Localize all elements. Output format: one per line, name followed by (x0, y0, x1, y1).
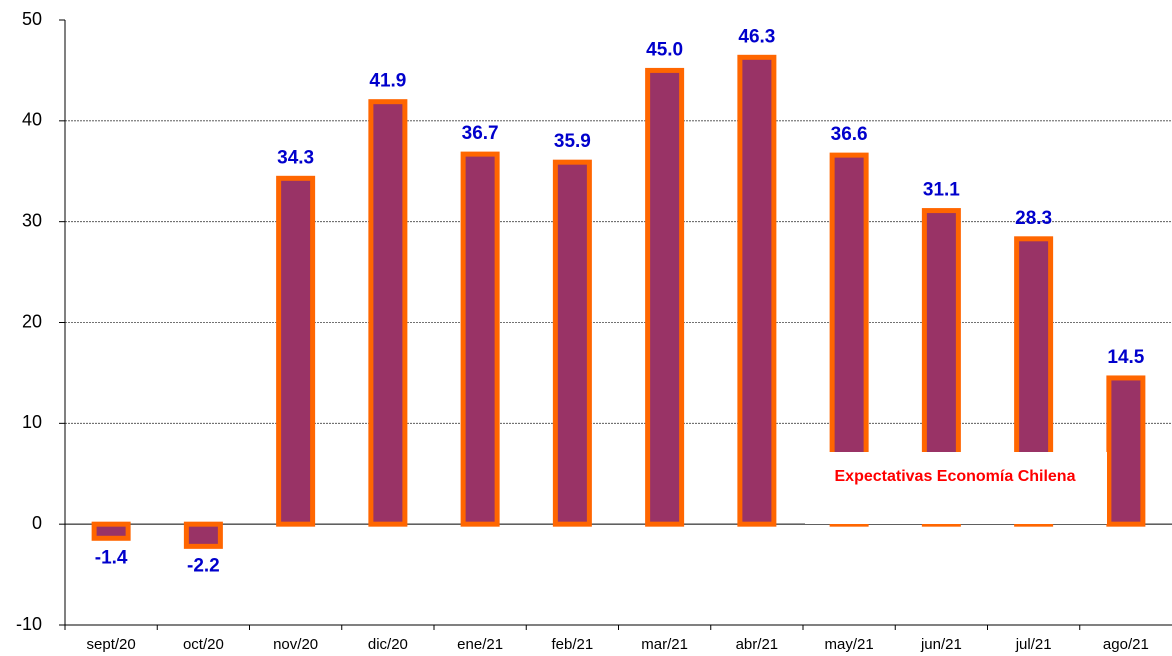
bar (91, 521, 131, 541)
x-tick-label: oct/20 (183, 636, 224, 653)
y-tick-label: -10 (16, 614, 42, 634)
value-label: 41.9 (369, 71, 406, 92)
bar (1106, 375, 1146, 527)
value-label: 14.5 (1107, 347, 1144, 368)
x-tick-label: ago/21 (1103, 636, 1149, 653)
value-label: 36.6 (831, 124, 868, 145)
y-tick-label: 50 (22, 9, 42, 29)
y-tick-label: 20 (22, 311, 42, 331)
x-tick-label: jun/21 (920, 636, 962, 653)
bar (645, 67, 685, 527)
bar (552, 159, 592, 527)
y-tick-label: 40 (22, 110, 42, 130)
value-label: -1.4 (95, 547, 128, 568)
value-label: 35.9 (554, 131, 591, 152)
bar (368, 99, 408, 527)
value-label: 34.3 (277, 147, 314, 168)
bar (460, 151, 500, 527)
bar (276, 175, 316, 527)
x-tick-label: abr/21 (736, 636, 779, 653)
value-label: 31.1 (923, 180, 960, 201)
y-tick-label: 10 (22, 412, 42, 432)
x-tick-label: feb/21 (552, 636, 594, 653)
value-label: 46.3 (738, 26, 775, 47)
x-tick-label: sept/20 (87, 636, 136, 653)
x-tick-label: jul/21 (1015, 636, 1052, 653)
y-tick-label: 30 (22, 210, 42, 230)
bar (737, 54, 777, 527)
bar (183, 521, 223, 549)
value-label: 28.3 (1015, 208, 1052, 229)
x-tick-label: dic/20 (368, 636, 408, 653)
annotation: Expectativas Economía Chilena (834, 468, 1076, 485)
value-label: -2.2 (187, 555, 220, 576)
x-tick-label: may/21 (825, 636, 874, 653)
x-tick-label: ene/21 (457, 636, 503, 653)
y-tick-label: 0 (32, 513, 42, 533)
value-label: 45.0 (646, 39, 683, 60)
value-label: 36.7 (462, 123, 499, 144)
x-tick-label: nov/20 (273, 636, 318, 653)
annotation-box (805, 452, 1107, 524)
x-tick-label: mar/21 (641, 636, 688, 653)
